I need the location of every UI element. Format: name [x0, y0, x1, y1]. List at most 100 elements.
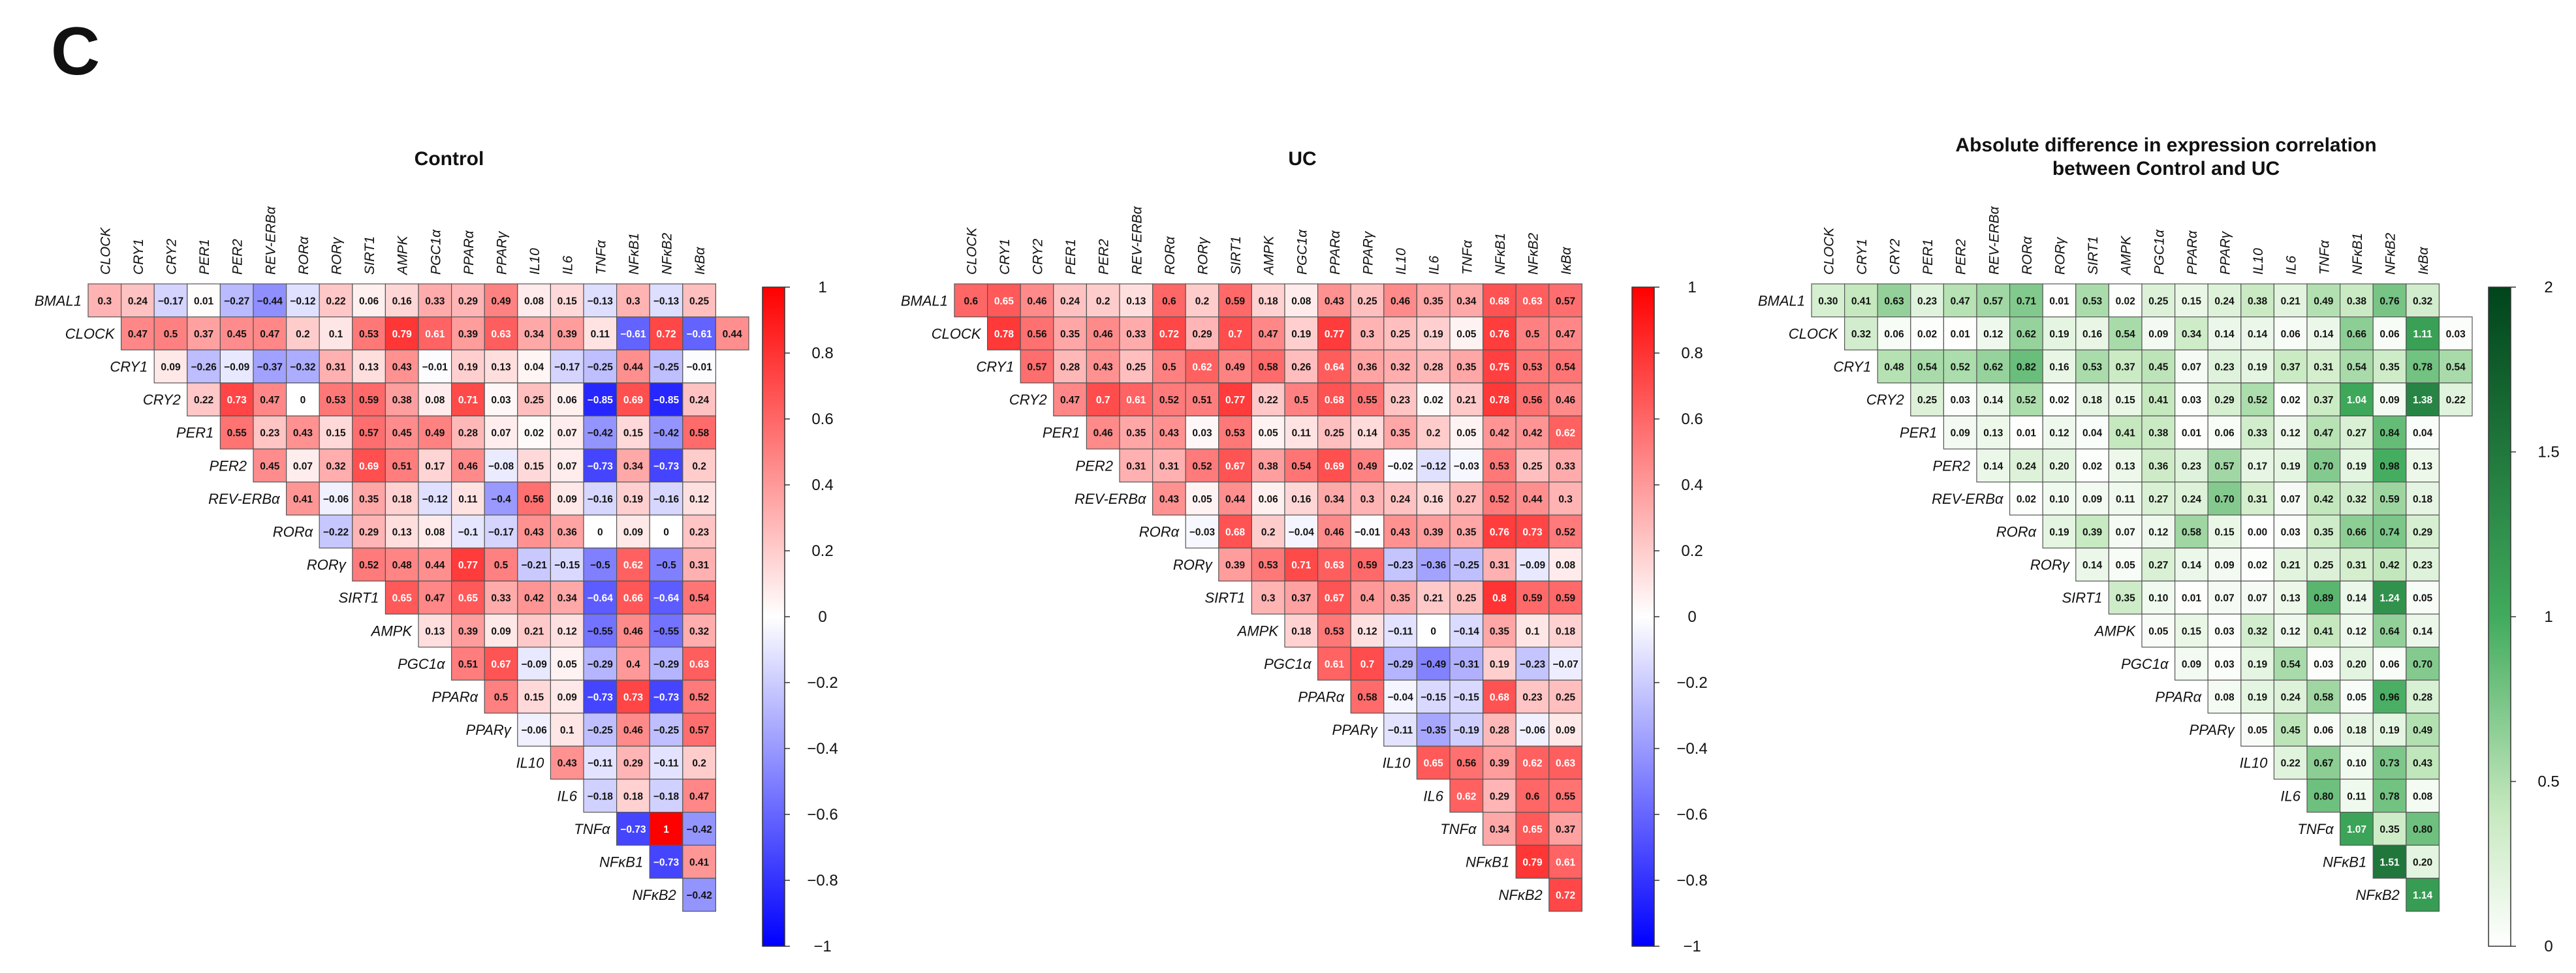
cell-value: −0.31 [1454, 659, 1480, 670]
cell-value: 0.67 [491, 659, 510, 670]
heatmap-cell [1449, 548, 1484, 581]
heatmap-cell [616, 613, 650, 648]
heatmap-cell [616, 514, 650, 549]
heatmap-cell [1317, 646, 1351, 681]
heatmap-cell [1218, 382, 1253, 416]
cell-value: 0.42 [524, 593, 544, 604]
cell-value: 0.62 [1983, 362, 2003, 373]
cell-value: 0.75 [1490, 362, 1510, 373]
heatmap-cell [1119, 317, 1154, 350]
cell-value: 0.23 [2413, 560, 2433, 571]
heatmap-cell [253, 448, 287, 483]
cell-value: 0.44 [1522, 494, 1543, 505]
heatmap-cell [1548, 878, 1583, 912]
cell-value: 0.03 [1951, 395, 1971, 406]
cell-value: 0.29 [1192, 329, 1212, 340]
cell-value: 0.01 [2182, 428, 2202, 439]
column-label: RORγ [2053, 236, 2068, 275]
column-label: IL6 [1427, 255, 1442, 275]
heatmap-cell [2372, 713, 2407, 747]
heatmap-cell [2009, 283, 2043, 318]
heatmap-cell [2042, 514, 2077, 549]
cell-value: 0.26 [1291, 362, 1312, 373]
cell-value: 0.19 [2049, 527, 2069, 538]
cell-value: 0.21 [2281, 560, 2301, 571]
cell-value: 0.09 [1556, 725, 1576, 736]
cell-value: 0.24 [128, 296, 148, 307]
cell-value: 0.11 [591, 329, 610, 340]
cell-value: 0.08 [524, 296, 544, 307]
row-label: IL10 [1383, 755, 1411, 771]
cell-value: 0.05 [2116, 560, 2136, 571]
heatmap-cell [2108, 548, 2143, 581]
cell-value: 0.16 [1291, 494, 1312, 505]
colorbar-tick-label: −1 [1683, 938, 1701, 955]
cell-value: 0.19 [2380, 725, 2400, 736]
cell-value: 0.07 [2214, 593, 2234, 604]
heatmap-cell [550, 646, 584, 681]
chart-title: Control [415, 148, 484, 170]
cell-value: 0.01 [2049, 296, 2069, 307]
heatmap-cell [1449, 779, 1484, 813]
cell-value: 0.38 [2347, 296, 2367, 307]
cell-value: 0.5 [1526, 329, 1540, 340]
cell-value: 0.74 [2380, 527, 2400, 538]
heatmap-cell [1350, 679, 1385, 714]
heatmap-cell [2141, 580, 2176, 615]
cell-value: 0.06 [1259, 494, 1279, 505]
cell-value: 0.61 [425, 329, 445, 340]
cell-value: 0.52 [1556, 527, 1575, 538]
cell-value: 0.37 [1556, 824, 1575, 835]
heatmap-cell [2141, 317, 2176, 350]
cell-value: 0.71 [2017, 296, 2037, 307]
heatmap-cell [286, 317, 320, 350]
column-label: PPARγ [1361, 230, 1376, 275]
cell-value: 0.55 [1357, 395, 1377, 406]
cell-value: 0.15 [2214, 527, 2235, 538]
heatmap-cell [682, 779, 717, 813]
row-label: AMPK [370, 623, 413, 639]
heatmap-cell [2009, 481, 2043, 516]
cell-value: 0.55 [1556, 791, 1576, 802]
heatmap-cell [352, 448, 386, 483]
heatmap-cell [319, 382, 353, 416]
heatmap-cell [1910, 317, 1945, 350]
heatmap-cell [550, 448, 584, 483]
heatmap-cell [583, 580, 618, 615]
cell-value: 0.2 [1195, 296, 1210, 307]
cell-value: 0.09 [558, 692, 578, 703]
heatmap-cell [517, 713, 551, 747]
heatmap-cell [352, 349, 386, 384]
cell-value: 0.5 [164, 329, 178, 340]
heatmap-cell [1844, 317, 1878, 350]
column-label: IκBα [2416, 247, 2431, 275]
cell-value: 0.43 [1159, 428, 1180, 439]
heatmap-cell [682, 349, 717, 384]
cell-value: 0.7 [1360, 659, 1375, 670]
heatmap-cell [1416, 679, 1451, 714]
cell-value: 0.67 [1325, 593, 1344, 604]
cell-value: 0.39 [2082, 527, 2103, 538]
heatmap-cell [1515, 646, 1550, 681]
cell-value: 0.10 [2347, 758, 2366, 769]
heatmap-cell [1483, 448, 1516, 483]
cell-value: −0.06 [1520, 725, 1546, 736]
cell-value: 0.42 [2314, 494, 2333, 505]
heatmap-cell [418, 448, 452, 483]
colorbar-tick-label: −0.8 [807, 872, 838, 889]
heatmap-cell [1515, 349, 1550, 384]
cell-value: 0.24 [2017, 461, 2037, 472]
heatmap-cell [2306, 317, 2341, 350]
heatmap-cell [1317, 415, 1351, 450]
cell-value: −0.09 [1520, 560, 1546, 571]
heatmap-cell [2175, 548, 2208, 581]
cell-value: 0.36 [2148, 461, 2169, 472]
cell-value: 0.77 [458, 560, 478, 571]
heatmap-cell [1416, 349, 1451, 384]
heatmap-cell [616, 580, 650, 615]
cell-value: 0.46 [1093, 329, 1114, 340]
cell-value: 0.45 [392, 428, 413, 439]
heatmap-cell [450, 646, 485, 681]
heatmap-cell [2340, 415, 2374, 450]
cell-value: 0.78 [2380, 791, 2400, 802]
